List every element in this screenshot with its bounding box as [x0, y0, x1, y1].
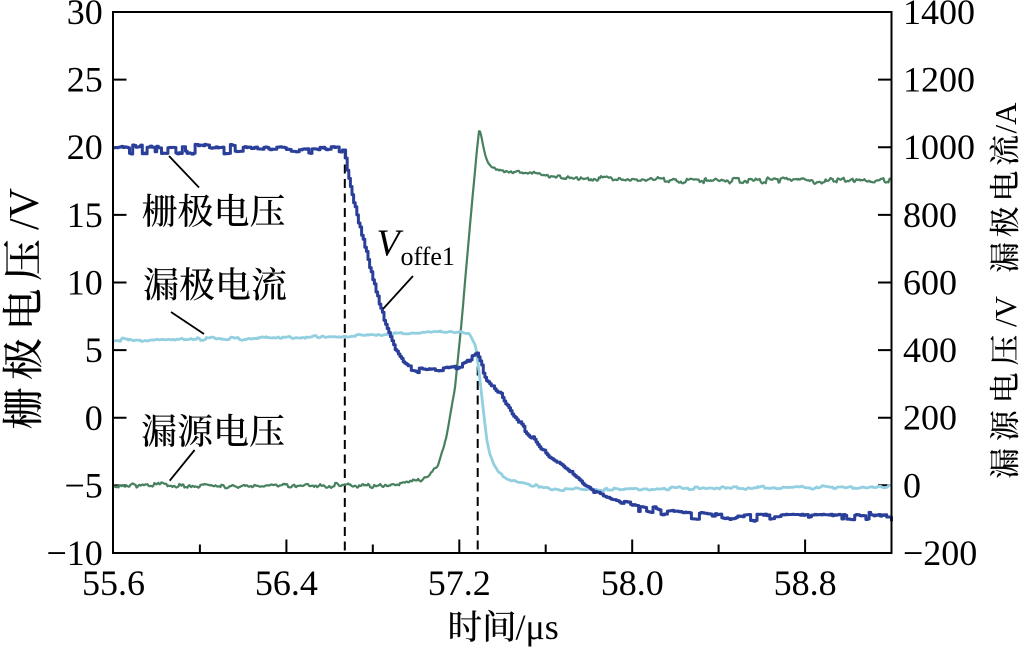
svg-text:56.4: 56.4 [255, 563, 318, 603]
svg-text:/V: /V [2, 188, 48, 230]
svg-text:30: 30 [67, 0, 103, 32]
svg-text:−10: −10 [46, 533, 102, 573]
svg-text:800: 800 [903, 195, 957, 235]
svg-text:200: 200 [903, 398, 957, 438]
svg-text:55.6: 55.6 [82, 563, 145, 603]
svg-text:0: 0 [85, 398, 103, 438]
svg-text:1000: 1000 [903, 127, 975, 167]
svg-text:offe1: offe1 [401, 242, 455, 271]
svg-text:10: 10 [67, 263, 103, 303]
svg-text:1400: 1400 [903, 0, 975, 32]
svg-text:58.0: 58.0 [601, 563, 664, 603]
svg-text:−200: −200 [903, 533, 977, 573]
svg-text:5: 5 [85, 330, 103, 370]
svg-text:/μs: /μs [516, 607, 559, 647]
svg-text:V: V [377, 223, 404, 265]
svg-text:/V: /V [988, 295, 1023, 327]
svg-text:400: 400 [903, 330, 957, 370]
svg-text:−5: −5 [64, 465, 102, 505]
svg-text:1200: 1200 [903, 60, 975, 100]
svg-text:600: 600 [903, 263, 957, 303]
svg-text:0: 0 [903, 465, 921, 505]
svg-text:15: 15 [67, 195, 103, 235]
svg-text:57.2: 57.2 [428, 563, 491, 603]
svg-text:58.8: 58.8 [774, 563, 837, 603]
svg-text:/A: /A [988, 102, 1023, 134]
svg-text:20: 20 [67, 127, 103, 167]
svg-text:25: 25 [67, 60, 103, 100]
